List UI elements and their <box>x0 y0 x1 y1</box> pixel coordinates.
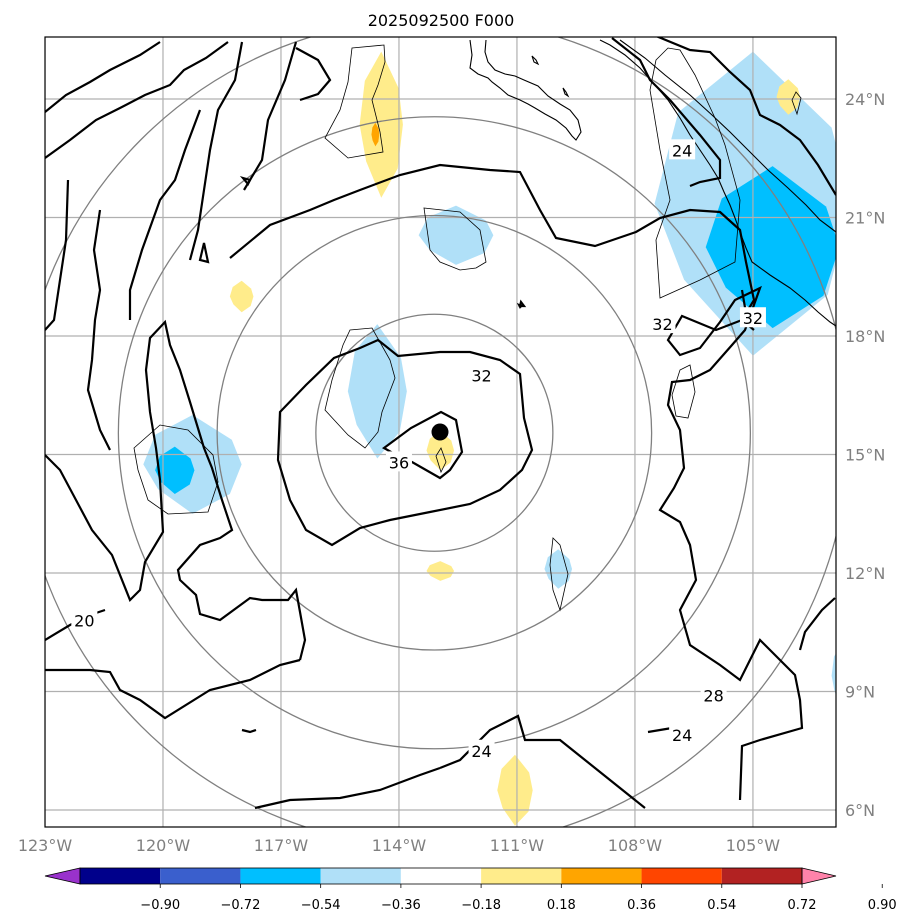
range-ring <box>117 116 752 750</box>
colorbar-bin <box>400 868 482 884</box>
contour-label: 32 <box>652 315 672 334</box>
colorbar-tick-label: 0.72 <box>788 898 817 913</box>
y-tick-label: 24°N <box>845 90 885 109</box>
colorbar-tick-label: −0.90 <box>140 898 180 913</box>
y-tick-label: 9°N <box>845 683 875 702</box>
range-rings <box>45 37 836 827</box>
plot-frame <box>44 36 837 828</box>
colorbar-tick-label: −0.36 <box>381 898 421 913</box>
shaded-region <box>831 653 836 695</box>
colorbar-tick-label: −0.18 <box>461 898 501 913</box>
contour-label-bg <box>468 364 495 385</box>
colorbar-bin <box>240 868 321 884</box>
plot-area: 32 36 24 32 32 20 28 24 24 <box>45 37 836 827</box>
y-tick-label: 12°N <box>845 564 885 583</box>
x-tick-label: 123°W <box>18 836 73 855</box>
colorbar-tick-label: −0.72 <box>221 898 261 913</box>
colorbar-tick-label: 0.90 <box>868 898 897 913</box>
colorbar-bin <box>80 868 161 884</box>
colorbar-bin <box>721 868 802 884</box>
shaded-region <box>426 430 455 471</box>
contour-label: 32 <box>471 367 491 386</box>
x-tick-label: 120°W <box>136 836 191 855</box>
colorbar-tick-label: 0.36 <box>627 898 656 913</box>
contour-label-bg <box>669 723 696 744</box>
colorbar: −0.90 −0.72 −0.54 −0.36 −0.18 0.18 0.36 0.54 0.7… <box>44 867 897 913</box>
x-tick-label: 108°W <box>608 836 663 855</box>
colorbar-bin <box>320 868 401 884</box>
y-tick-label: 6°N <box>845 801 875 820</box>
colorbar-extend-low <box>44 867 81 885</box>
y-tick-label: 18°N <box>845 327 885 346</box>
contour-label: 24 <box>672 726 692 745</box>
colorbar-bin <box>481 868 562 884</box>
shaded-region <box>155 446 195 494</box>
contour-label-bg <box>669 139 696 160</box>
shaded-region <box>347 324 407 459</box>
x-tick-labels: 123°W 120°W 117°W 114°W 111°W 108°W 105°W <box>18 836 780 855</box>
colorbar-frame <box>79 867 803 885</box>
shaded-anomalies <box>143 51 836 826</box>
range-ring <box>216 214 653 651</box>
chart-title: 2025092500 F000 <box>368 11 515 30</box>
colorbar-tick-label: 0.18 <box>547 898 576 913</box>
colorbar-tick-label: 0.54 <box>707 898 736 913</box>
shaded-region <box>371 122 380 147</box>
contour-label: 32 <box>743 309 763 328</box>
contour-label: 28 <box>703 686 723 705</box>
y-tick-labels: 6°N 9°N 12°N 15°N 18°N 21°N 24°N <box>845 90 885 820</box>
contour-label: 20 <box>74 611 94 630</box>
colorbar-bin <box>160 868 241 884</box>
contour-label-bg <box>468 739 495 760</box>
shaded-region <box>229 280 254 313</box>
shaded-region <box>359 51 403 198</box>
shaded-region <box>426 561 455 581</box>
range-ring <box>315 313 554 552</box>
grid-lines <box>45 37 836 827</box>
contour-label-bg <box>700 684 727 705</box>
contour-label-bg <box>739 307 766 328</box>
shaded-region <box>705 166 836 329</box>
storm-center-marker <box>431 423 449 441</box>
colorbar-bin <box>561 868 642 884</box>
y-tick-label: 15°N <box>845 446 885 465</box>
thin-contours <box>133 44 802 612</box>
contour-label: 24 <box>672 141 692 160</box>
contour-label: 24 <box>471 742 491 761</box>
contour-label-bg <box>649 313 676 334</box>
x-tick-label: 114°W <box>372 836 427 855</box>
x-tick-label: 117°W <box>254 836 309 855</box>
shaded-region <box>418 205 494 265</box>
shaded-region <box>497 754 533 826</box>
colorbar-bin <box>641 868 722 884</box>
contour-label: 36 <box>389 453 409 472</box>
x-tick-label: 111°W <box>490 836 545 855</box>
colorbar-tick-label: −0.54 <box>301 898 341 913</box>
colorbar-extend-high <box>801 867 837 885</box>
contour-label-bg <box>71 609 98 630</box>
contour-labels: 32 36 24 32 32 20 28 24 24 <box>71 139 766 761</box>
contour-label-bg <box>385 451 412 472</box>
y-tick-label: 21°N <box>845 209 885 228</box>
x-tick-label: 105°W <box>726 836 781 855</box>
